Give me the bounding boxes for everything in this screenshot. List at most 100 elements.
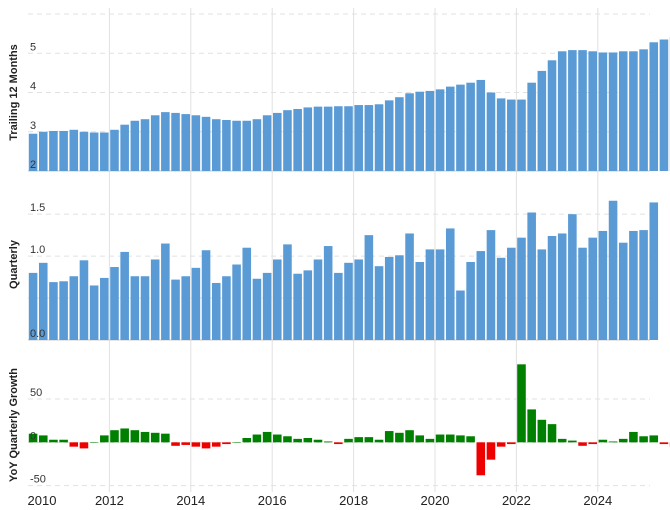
bar — [629, 51, 638, 171]
panel2-y-tick: 1.0 — [30, 244, 45, 256]
growth-bar — [211, 442, 221, 447]
growth-bar — [150, 432, 160, 443]
bar — [293, 273, 302, 340]
bar — [435, 249, 445, 340]
growth-bar — [273, 434, 282, 443]
growth-bar — [323, 441, 333, 443]
growth-bar — [49, 439, 58, 443]
bar — [507, 247, 516, 340]
bar — [639, 49, 648, 172]
bar — [242, 120, 252, 171]
x-tick-label: 2020 — [421, 493, 450, 508]
panel2-y-axis-label: Quarterly — [8, 239, 20, 289]
bar — [466, 82, 475, 171]
bar — [69, 276, 79, 340]
bar — [354, 259, 363, 340]
growth-bar — [649, 435, 659, 443]
growth-bar — [201, 442, 211, 449]
bar — [384, 256, 394, 340]
panel2-y-ticks: 0.0 1.0 1.5 — [30, 202, 45, 340]
bar — [262, 115, 272, 171]
growth-bar — [28, 433, 38, 443]
bar — [222, 276, 231, 340]
growth-bar — [588, 442, 597, 445]
bar — [395, 255, 404, 340]
x-tick-label: 2014 — [176, 493, 205, 508]
bar — [130, 276, 140, 340]
bar — [110, 129, 119, 171]
bar — [598, 230, 608, 340]
bar — [507, 99, 516, 171]
panel-trailing-12-months: 2 3 4 5 Trailing 12 Months — [8, 13, 670, 172]
growth-bar — [618, 438, 628, 443]
bar — [232, 120, 241, 171]
growth-bar — [232, 442, 241, 443]
growth-bar — [262, 431, 272, 443]
bar — [232, 264, 241, 340]
growth-bar — [496, 442, 506, 447]
growth-bar — [110, 430, 119, 443]
x-tick-label: 2018 — [339, 493, 368, 508]
bar — [49, 130, 58, 171]
bar — [201, 116, 211, 171]
bar — [466, 261, 475, 340]
bar — [262, 272, 272, 340]
bar — [395, 97, 404, 171]
bar — [374, 104, 384, 171]
growth-bar — [38, 435, 48, 443]
bar — [547, 235, 557, 340]
growth-bar — [293, 438, 302, 443]
bar — [618, 51, 628, 171]
bar — [79, 131, 89, 171]
growth-bar — [364, 437, 374, 443]
x-tick-label: 2016 — [258, 493, 287, 508]
bar — [568, 50, 577, 171]
growth-bar — [161, 433, 170, 443]
bar — [405, 93, 414, 171]
bar — [181, 276, 190, 340]
growth-bar — [659, 442, 669, 445]
growth-bar — [344, 438, 353, 443]
growth-bar — [59, 439, 68, 443]
growth-bar — [405, 430, 414, 443]
bar — [38, 262, 48, 340]
bar — [568, 214, 577, 340]
growth-bar — [130, 430, 140, 443]
growth-bar — [395, 432, 404, 443]
growth-bar — [283, 436, 292, 443]
growth-bar — [374, 439, 384, 443]
growth-bar — [415, 435, 425, 443]
bar — [222, 119, 231, 171]
panel-quarterly: 0.0 1.0 1.5 Quarterly — [8, 200, 659, 341]
bar — [364, 235, 374, 340]
bar — [639, 230, 648, 340]
bar — [313, 259, 323, 340]
growth-bar — [100, 435, 109, 443]
x-tick-label: 2024 — [583, 493, 612, 508]
bar — [89, 285, 99, 340]
panel1-y-tick: 5 — [30, 41, 36, 53]
growth-bar — [425, 438, 435, 443]
bar — [59, 281, 68, 340]
bar — [100, 277, 109, 340]
bar — [435, 89, 445, 171]
bar — [49, 282, 58, 340]
growth-bar — [476, 442, 486, 476]
growth-bar — [608, 441, 618, 443]
bar — [588, 51, 597, 171]
bar — [211, 119, 221, 171]
bar — [273, 112, 282, 171]
bar — [130, 120, 140, 171]
bar — [517, 99, 526, 171]
bar — [537, 70, 547, 171]
growth-bar — [557, 438, 567, 443]
bar — [334, 106, 343, 171]
panel1-y-tick: 3 — [30, 120, 36, 132]
bar — [273, 259, 282, 340]
bar — [629, 230, 638, 340]
bar — [608, 200, 618, 340]
bar — [161, 243, 170, 340]
growth-bar — [507, 442, 516, 445]
panel1-y-axis-label: Trailing 12 Months — [8, 44, 20, 141]
bar — [527, 212, 536, 340]
